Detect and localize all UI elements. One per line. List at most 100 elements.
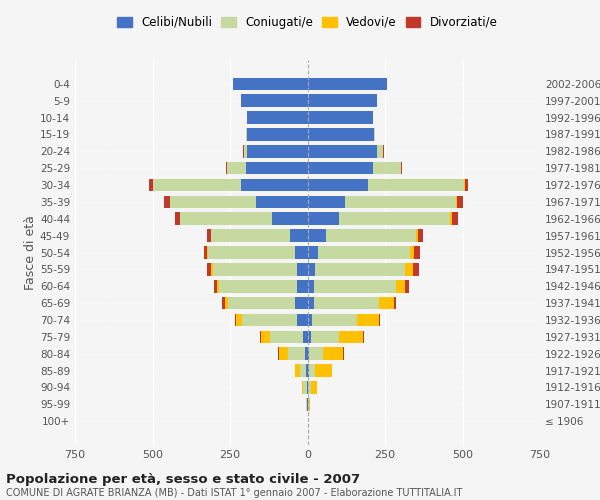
Bar: [207, 263, 211, 276]
Bar: [247, 111, 308, 124]
Bar: [295, 246, 308, 259]
Bar: [245, 162, 308, 174]
Bar: [300, 364, 306, 377]
Bar: [247, 145, 308, 158]
Bar: [149, 178, 152, 192]
Bar: [413, 263, 419, 276]
Bar: [450, 212, 452, 225]
Bar: [211, 230, 290, 242]
Bar: [288, 348, 305, 360]
Bar: [303, 330, 308, 343]
Bar: [308, 78, 386, 90]
Bar: [418, 230, 423, 242]
Bar: [305, 348, 308, 360]
Bar: [401, 162, 402, 174]
Bar: [207, 230, 211, 242]
Bar: [379, 314, 380, 326]
Bar: [213, 263, 296, 276]
Bar: [308, 297, 314, 310]
Bar: [343, 348, 344, 360]
Bar: [311, 330, 338, 343]
Bar: [308, 364, 309, 377]
Bar: [214, 280, 217, 292]
Text: COMUNE DI AGRATE BRIANZA (MB) - Dati ISTAT 1° gennaio 2007 - Elaborazione TUTTIT: COMUNE DI AGRATE BRIANZA (MB) - Dati IST…: [6, 488, 463, 498]
Bar: [308, 212, 338, 225]
Bar: [233, 78, 308, 90]
Bar: [314, 297, 379, 310]
Bar: [295, 297, 308, 310]
Bar: [296, 263, 308, 276]
Bar: [338, 212, 450, 225]
Bar: [379, 297, 394, 310]
Bar: [227, 162, 245, 174]
Bar: [241, 178, 308, 192]
Bar: [296, 280, 308, 292]
Bar: [308, 230, 326, 242]
Bar: [308, 381, 311, 394]
Bar: [164, 196, 170, 208]
Bar: [308, 314, 312, 326]
Bar: [229, 297, 295, 310]
Bar: [306, 364, 308, 377]
Bar: [152, 178, 241, 192]
Bar: [374, 128, 375, 141]
Bar: [344, 196, 456, 208]
Bar: [308, 246, 319, 259]
Bar: [405, 280, 409, 292]
Bar: [416, 230, 418, 242]
Bar: [396, 280, 405, 292]
Bar: [308, 162, 373, 174]
Bar: [302, 381, 304, 394]
Bar: [338, 330, 364, 343]
Bar: [226, 162, 227, 174]
Bar: [309, 364, 314, 377]
Bar: [373, 162, 401, 174]
Bar: [247, 128, 308, 141]
Bar: [208, 246, 295, 259]
Bar: [314, 364, 332, 377]
Bar: [278, 348, 288, 360]
Bar: [315, 263, 405, 276]
Bar: [181, 212, 272, 225]
Text: Popolazione per età, sesso e stato civile - 2007: Popolazione per età, sesso e stato civil…: [6, 472, 360, 486]
Bar: [170, 196, 256, 208]
Bar: [314, 280, 396, 292]
Bar: [319, 246, 410, 259]
Bar: [290, 230, 308, 242]
Bar: [271, 330, 303, 343]
Bar: [272, 212, 308, 225]
Bar: [308, 398, 309, 410]
Bar: [296, 314, 308, 326]
Bar: [308, 280, 314, 292]
Bar: [295, 364, 300, 377]
Bar: [304, 381, 307, 394]
Bar: [307, 381, 308, 394]
Bar: [357, 314, 379, 326]
Bar: [236, 314, 242, 326]
Bar: [226, 297, 229, 310]
Bar: [244, 145, 247, 158]
Bar: [217, 280, 219, 292]
Y-axis label: Fasce di età: Fasce di età: [24, 215, 37, 290]
Bar: [415, 246, 420, 259]
Bar: [261, 330, 271, 343]
Bar: [405, 263, 413, 276]
Bar: [308, 145, 377, 158]
Bar: [222, 297, 226, 310]
Bar: [308, 348, 309, 360]
Bar: [308, 111, 373, 124]
Bar: [242, 314, 296, 326]
Bar: [219, 280, 296, 292]
Bar: [308, 94, 377, 107]
Bar: [203, 246, 208, 259]
Bar: [308, 263, 315, 276]
Bar: [308, 330, 311, 343]
Bar: [309, 348, 323, 360]
Bar: [311, 381, 317, 394]
Bar: [326, 230, 416, 242]
Bar: [306, 398, 307, 410]
Bar: [464, 178, 469, 192]
Bar: [308, 128, 374, 141]
Bar: [307, 398, 308, 410]
Bar: [211, 263, 213, 276]
